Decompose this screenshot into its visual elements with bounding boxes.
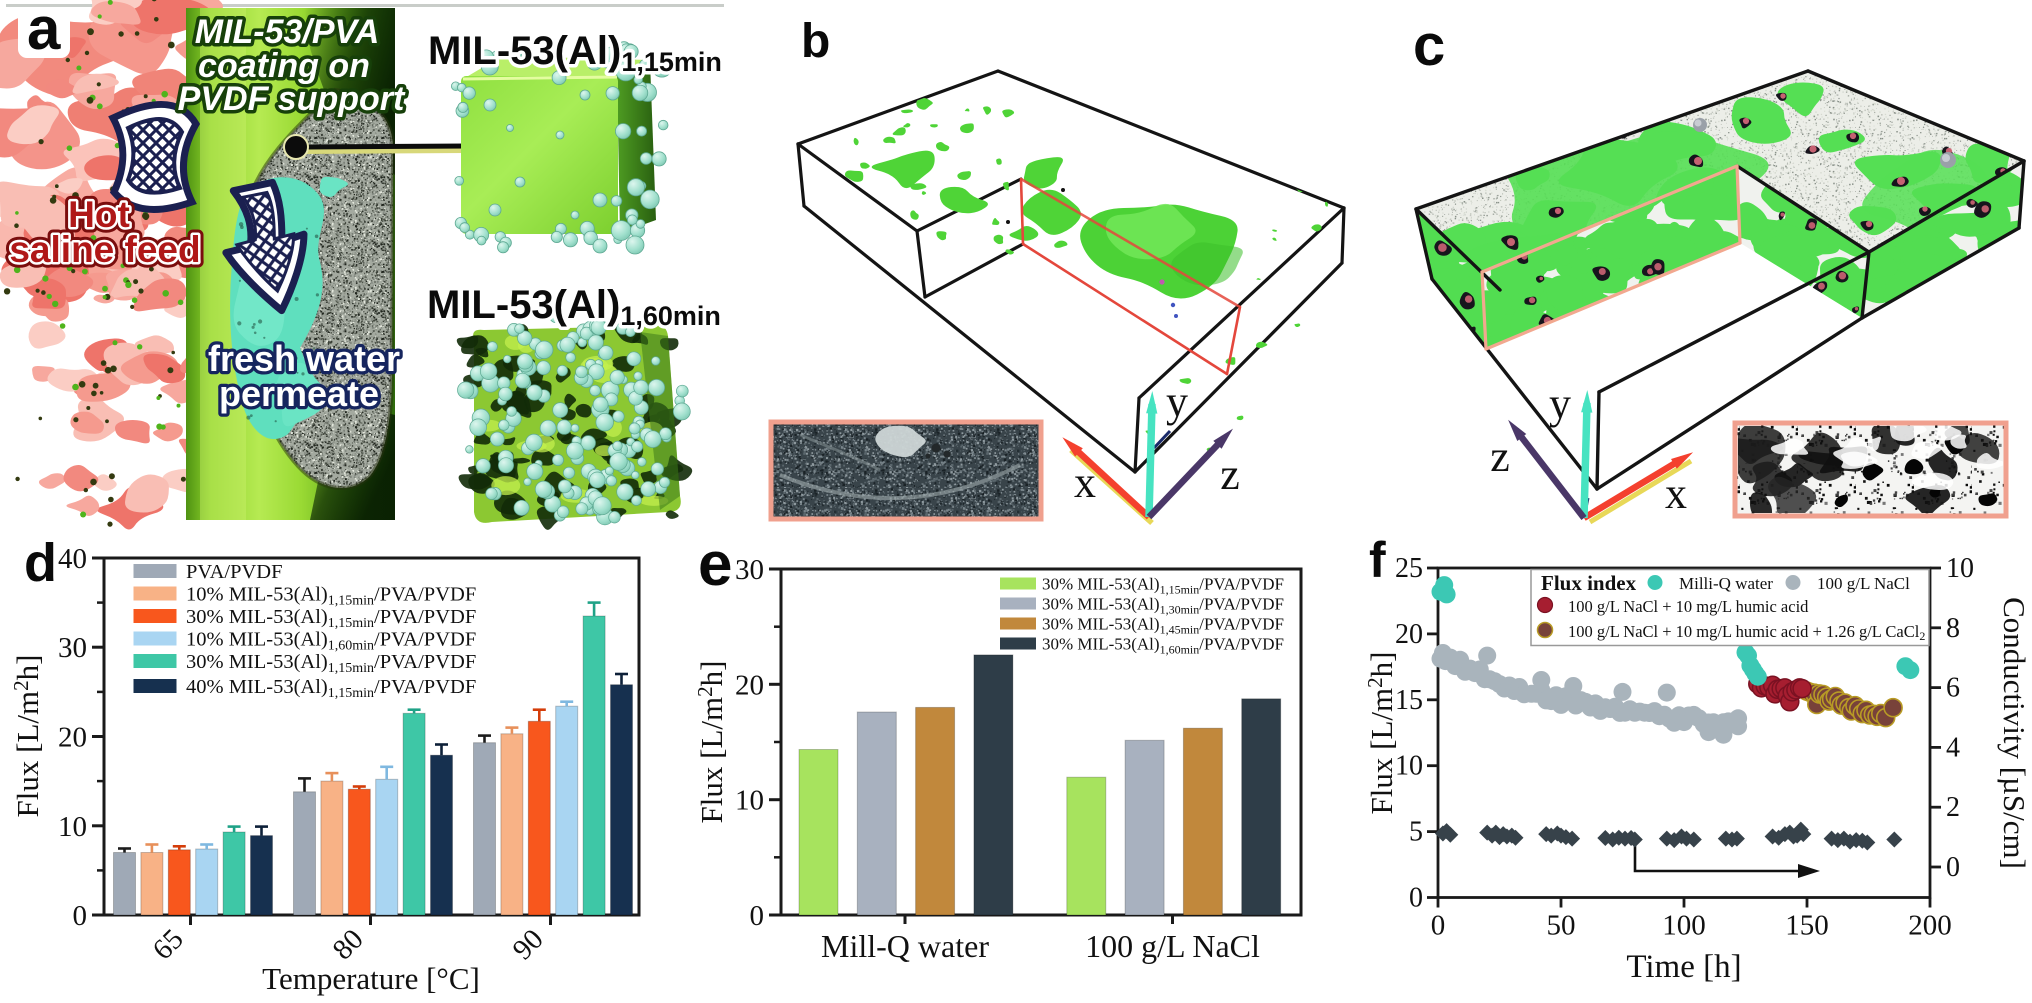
svg-text:fresh water: fresh water	[208, 338, 400, 379]
svg-text:z: z	[1490, 432, 1510, 481]
svg-text:10% MIL-53(Al)1,15min/PVA/PVDF: 10% MIL-53(Al)1,15min/PVA/PVDF	[186, 584, 476, 609]
svg-text:Hot: Hot	[68, 194, 130, 235]
svg-text:30: 30	[58, 632, 87, 664]
svg-text:4: 4	[1946, 732, 1960, 763]
svg-text:30% MIL-53(Al)1,30min/PVA/PVDF: 30% MIL-53(Al)1,30min/PVA/PVDF	[1042, 595, 1284, 617]
svg-text:200: 200	[1908, 910, 1952, 942]
svg-text:PVA/PVDF: PVA/PVDF	[186, 561, 282, 583]
svg-text:30% MIL-53(Al)1,15min/PVA/PVDF: 30% MIL-53(Al)1,15min/PVA/PVDF	[186, 606, 476, 631]
svg-text:permeate: permeate	[219, 373, 379, 414]
svg-text:Conductivity [µS/cm]: Conductivity [µS/cm]	[1997, 597, 2032, 869]
svg-text:Mill-Q water: Mill-Q water	[821, 928, 989, 964]
svg-text:10% MIL-53(Al)1,60min/PVA/PVDF: 10% MIL-53(Al)1,60min/PVA/PVDF	[186, 629, 476, 654]
svg-text:MIL-53/PVA: MIL-53/PVA	[195, 13, 380, 51]
svg-text:b: b	[801, 15, 830, 68]
svg-text:25: 25	[1395, 553, 1423, 584]
svg-text:15: 15	[1395, 685, 1423, 716]
svg-text:80: 80	[327, 923, 370, 966]
svg-text:10: 10	[58, 811, 87, 843]
svg-text:90: 90	[507, 923, 550, 966]
svg-text:x: x	[1665, 469, 1687, 518]
svg-text:Flux [L/m2h]: Flux [L/m2h]	[1363, 652, 1399, 815]
svg-text:0: 0	[1946, 852, 1960, 883]
svg-text:z: z	[1220, 450, 1240, 499]
svg-text:30% MIL-53(Al)1,15min/PVA/PVDF: 30% MIL-53(Al)1,15min/PVA/PVDF	[1042, 575, 1284, 597]
svg-text:2: 2	[1946, 792, 1960, 823]
svg-text:10: 10	[735, 785, 764, 817]
svg-text:0: 0	[1431, 910, 1446, 942]
svg-text:40% MIL-53(Al)1,15min/PVA/PVDF: 40% MIL-53(Al)1,15min/PVA/PVDF	[186, 676, 476, 701]
svg-text:6: 6	[1946, 673, 1960, 704]
svg-text:100 g/L NaCl: 100 g/L NaCl	[1085, 928, 1260, 964]
svg-text:d: d	[24, 533, 57, 593]
svg-text:y: y	[1549, 379, 1571, 428]
svg-text:100 g/L NaCl + 10 mg/L humic a: 100 g/L NaCl + 10 mg/L humic acid	[1568, 597, 1809, 616]
svg-text:20: 20	[735, 669, 764, 701]
svg-text:MIL-53(Al)1,60min: MIL-53(Al)1,60min	[427, 283, 721, 331]
svg-text:30% MIL-53(Al)1,15min/PVA/PVDF: 30% MIL-53(Al)1,15min/PVA/PVDF	[186, 651, 476, 676]
svg-text:20: 20	[58, 722, 87, 754]
svg-text:10: 10	[1946, 553, 1974, 584]
svg-text:f: f	[1369, 532, 1386, 588]
svg-text:saline feed: saline feed	[9, 229, 200, 270]
svg-text:x: x	[1074, 458, 1096, 507]
svg-text:coating on: coating on	[198, 47, 370, 85]
svg-text:Temperature [°C]: Temperature [°C]	[262, 961, 480, 996]
svg-text:50: 50	[1547, 910, 1576, 942]
svg-text:30% MIL-53(Al)1,45min/PVA/PVDF: 30% MIL-53(Al)1,45min/PVA/PVDF	[1042, 615, 1284, 637]
svg-text:30: 30	[735, 554, 764, 586]
svg-text:100 g/L NaCl: 100 g/L NaCl	[1817, 574, 1910, 593]
svg-text:Milli-Q water: Milli-Q water	[1679, 574, 1773, 593]
svg-text:65: 65	[147, 923, 190, 966]
svg-text:MIL-53(Al)1,15min: MIL-53(Al)1,15min	[428, 29, 722, 77]
svg-text:Hot: Hot	[68, 194, 130, 235]
svg-text:0: 0	[750, 900, 765, 932]
svg-text:100: 100	[1662, 910, 1706, 942]
svg-text:10: 10	[1395, 751, 1423, 782]
svg-text:150: 150	[1785, 910, 1829, 942]
svg-text:c: c	[1413, 13, 1445, 78]
svg-text:8: 8	[1946, 613, 1960, 644]
svg-text:Flux [L/m2h]: Flux [L/m2h]	[693, 661, 729, 824]
svg-text:Flux index: Flux index	[1541, 571, 1637, 595]
svg-text:20: 20	[1395, 619, 1423, 650]
svg-text:40: 40	[58, 543, 87, 575]
svg-text:Time [h]: Time [h]	[1626, 949, 1741, 985]
svg-text:0: 0	[73, 900, 88, 932]
svg-text:5: 5	[1409, 817, 1423, 848]
svg-text:saline feed: saline feed	[9, 229, 200, 270]
svg-text:a: a	[27, 0, 61, 62]
svg-text:0: 0	[1409, 883, 1423, 914]
svg-text:PVDF support: PVDF support	[178, 80, 406, 118]
svg-text:Flux [L/m2h]: Flux [L/m2h]	[9, 655, 45, 818]
svg-text:100 g/L NaCl + 10 mg/L humic a: 100 g/L NaCl + 10 mg/L humic acid + 1.26…	[1568, 622, 1925, 643]
svg-text:y: y	[1166, 377, 1188, 426]
svg-text:e: e	[698, 530, 732, 599]
svg-text:30% MIL-53(Al)1,60min/PVA/PVDF: 30% MIL-53(Al)1,60min/PVA/PVDF	[1042, 635, 1284, 657]
